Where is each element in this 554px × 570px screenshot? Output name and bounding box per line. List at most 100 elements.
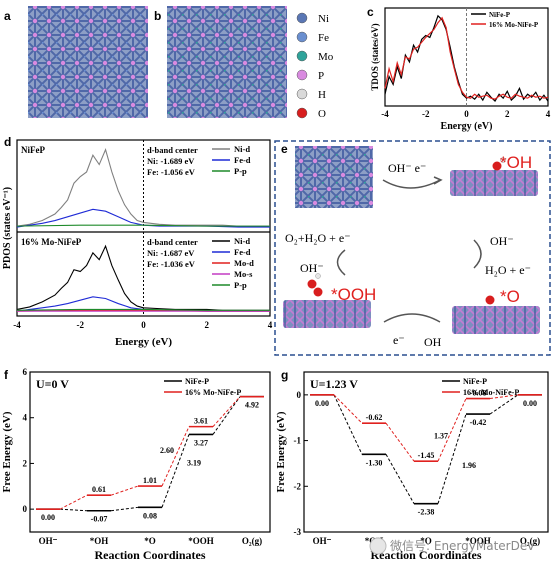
scheme-arrow-2: [473, 239, 482, 269]
adsorbate-oh-h: [500, 157, 506, 163]
u0-category: OH⁻: [39, 536, 58, 546]
u0-value-1-2: 1.01: [143, 476, 157, 485]
pdos-legend-label-1-0: Ni-d: [234, 236, 250, 246]
tdos-xlabel: Energy (eV): [441, 121, 493, 132]
u0-connector-0-1: [110, 506, 139, 512]
scheme-star-oh: *OH: [500, 153, 532, 172]
scheme-star-o: *O: [500, 287, 520, 306]
panel-label-f: f: [4, 368, 9, 382]
atom-legend-label-fe: Fe: [318, 32, 329, 44]
u123-value-0-0: 0.00: [315, 399, 329, 408]
u0-y-tick: 0: [23, 504, 28, 514]
pdos-panel-title-1: 16% Mo-NiFeP: [21, 237, 82, 247]
panel-label-c: c: [367, 5, 374, 19]
scheme-oh-right: OH⁻: [490, 234, 514, 248]
u0-y-tick: 2: [23, 458, 28, 468]
scheme-oh-e-top: OH⁻ e⁻: [388, 161, 426, 175]
u123-connector-1-1: [385, 422, 415, 462]
pdos-ylabel: PDOS (states eV⁻¹): [2, 187, 13, 269]
arrow-head-icon: [433, 176, 443, 185]
u123-value-0-3: -0.42: [470, 418, 487, 427]
oer-scheme: OH⁻ e⁻ *OH O₂+H₂O + e⁻ OH⁻ OH⁻ H₂O + e⁻ …: [283, 146, 540, 349]
atom-legend: Ni Fe Mo PHO: [296, 12, 334, 120]
u123-y-tick: 0: [297, 390, 302, 400]
u123-connector-0-2: [437, 413, 467, 504]
u123-category: OH⁻: [313, 536, 332, 546]
atom-legend-swatch-p: [296, 69, 308, 81]
scheme-slab-oh: [450, 170, 538, 196]
pdos-legend-label-1-2: Mo-d: [234, 258, 254, 268]
u0-value-0-1: -0.07: [91, 515, 108, 524]
adsorbate-ooh-h: [315, 273, 321, 279]
scheme-arrow-1: [382, 179, 441, 189]
atom-legend-label-h: H: [318, 89, 326, 101]
scheme-star-ooh: *OOH: [331, 285, 376, 304]
u0-category: *OH: [90, 536, 109, 546]
u0-value-0-3: 3.27: [194, 438, 208, 447]
u0-legend-label-0: NiFe-P: [185, 377, 209, 386]
atom-legend-swatch-mo: [296, 50, 308, 62]
pdos-series-0-0: [16, 147, 270, 227]
pdos-xlabel: Energy (eV): [115, 336, 172, 348]
u0-value-1-1: 0.61: [92, 485, 106, 494]
u0-y-tick: 4: [23, 413, 28, 423]
u123-value-1-1: -0.62: [366, 413, 383, 422]
dband-title-0: d-band center: [147, 145, 198, 155]
u123-connector-0-3: [489, 394, 519, 415]
u123-xlabel: Reaction Coordinates: [371, 548, 482, 562]
u123-connector-0-1: [385, 454, 415, 504]
u123-y-tick: -1: [294, 436, 302, 446]
u0-step-mo: 2.60: [160, 446, 174, 455]
scheme-o2-h2o-e: O₂+H₂O + e⁻: [285, 231, 351, 245]
pdos-series-0-2: [16, 224, 270, 227]
u0-ylabel: Free Energy (eV): [1, 411, 13, 492]
pdos-x-tick: -4: [13, 320, 21, 330]
scheme-oh-left: OH⁻: [300, 261, 324, 275]
tdos-legend-label-0: NiFe-P: [489, 11, 511, 19]
pdos-legend-label-1-3: Mo-s: [234, 269, 253, 279]
pdos-legend-label-0-0: Ni-d: [234, 144, 250, 154]
u0-y-tick: 6: [23, 367, 28, 377]
pdos-x-tick: 4: [268, 320, 273, 330]
u123-category: O₂(g): [520, 536, 540, 546]
u0-title: U=0 V: [36, 377, 69, 391]
dband-ni-0: Ni: -1.689 eV: [147, 156, 195, 166]
adsorbate-o: [485, 295, 495, 305]
adsorbate-oh-o: [492, 161, 502, 171]
scheme-slab-ooh: [283, 300, 371, 328]
atom-legend-label-p: P: [318, 70, 324, 82]
pdos-legend-label-0-1: Fe-d: [234, 155, 251, 165]
u0-connector-0-2: [161, 434, 190, 508]
u0-value-0-2: 0.08: [143, 511, 157, 520]
u123-connector-1-0: [333, 394, 363, 424]
u0-xlabel: Reaction Coordinates: [95, 548, 206, 562]
scheme-arrow-4: [336, 249, 346, 276]
u0-category: *O: [144, 536, 156, 546]
u0-connector-1-3: [212, 396, 241, 427]
dband-fe-0: Fe: -1.056 eV: [147, 167, 196, 177]
u123-axes-frame: [303, 371, 549, 533]
atom-legend-swatch-o: [296, 107, 308, 119]
pdos-x-tick: -2: [77, 320, 85, 330]
scheme-oh-bottom: OH: [424, 335, 442, 349]
scheme-frame: [274, 140, 551, 356]
u0-category: *OOH: [188, 536, 214, 546]
pdos-legend-label-1-1: Fe-d: [234, 247, 251, 257]
u0-connector-1-1: [110, 485, 139, 496]
u123-ylabel: Free Energy (eV): [275, 411, 287, 492]
scheme-topview-image: [295, 146, 373, 208]
u0-category: O₂(g): [242, 536, 262, 546]
u0-connector-1-0: [59, 494, 88, 510]
u123-category: *O: [420, 536, 432, 546]
u0-legend-label-1: 16% Mo-NiFe-P: [185, 388, 241, 397]
u123-value-1-3: -0.08: [470, 389, 487, 398]
watermark: 微信号: EnergyMaterDev: [369, 537, 534, 555]
u0-axes-frame: [29, 371, 271, 533]
pdos-series-1-4: [16, 308, 270, 311]
tdos-ylabel: TDOS (states/eV): [370, 23, 380, 90]
free-energy-u0-chart: 0.00 -0.07 0.08 3.27 4.92 0.61 1.01 3.61 OH⁻ *OH *…: [1, 367, 271, 562]
atom-legend-label-mo: Mo: [318, 51, 334, 63]
scheme-h2o-e: H₂O + e⁻: [485, 263, 531, 277]
panel-label-g: g: [281, 368, 288, 382]
